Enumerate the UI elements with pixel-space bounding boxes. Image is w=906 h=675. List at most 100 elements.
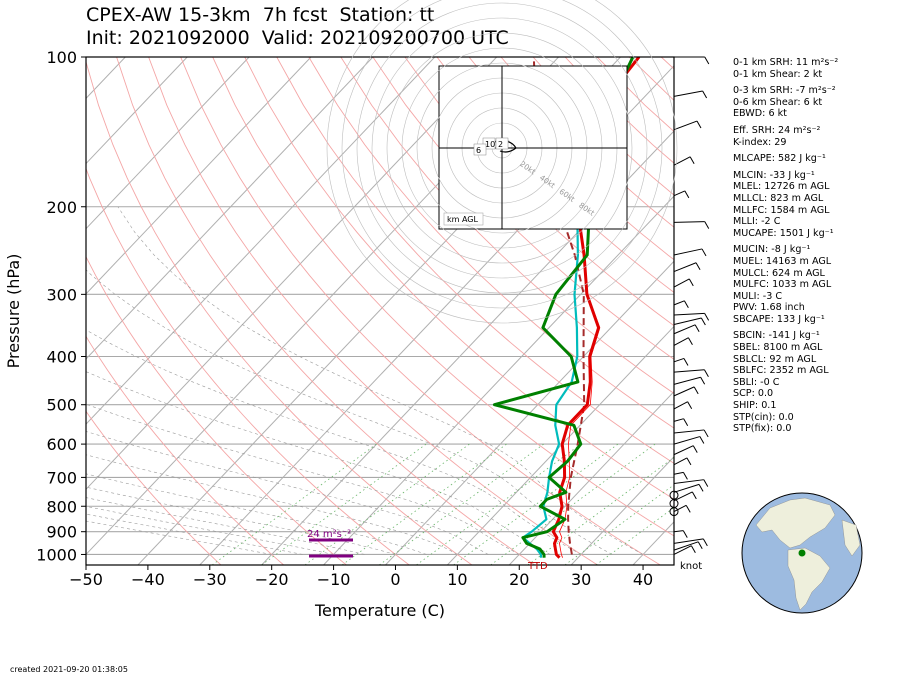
index-line: SBEL: 8100 m AGL [733,342,823,354]
mixing-ratio-line [341,443,507,565]
isotherm-line [261,130,674,565]
index-line: 0-1 km SRH: 11 m²s⁻² [733,57,839,68]
index-line: 0-1 km Shear: 2 kt [733,68,823,80]
index-line: SBLCL: 92 m AGL [733,353,817,365]
index-line: MLCAPE: 582 J kg⁻¹ [733,153,826,165]
y-tick-label: 200 [46,198,77,217]
wind-barb [673,479,704,484]
y-tick-label: 900 [46,523,77,542]
dry-adiabat [308,57,674,429]
hodograph-height-box [473,143,487,156]
index-line: MLLI: -2 C [733,216,781,228]
dry-adiabat [372,57,674,360]
isotherm-line [86,57,250,230]
x-tick-label: −40 [131,570,165,589]
wind-barb-flag [704,313,710,321]
wind-barb-flag [704,56,710,65]
dry-adiabat [180,57,661,565]
wind-barb-flag [692,445,698,453]
wind-barb-flag [703,479,709,487]
isotherm-line [86,57,436,425]
dry-adiabat [116,57,535,565]
barb-unit-label: knot [680,561,702,572]
x-tick-label: 30 [571,570,591,589]
y-axis-label: Pressure (hPa) [4,254,23,369]
wind-barb [673,429,705,434]
index-line: MLCIN: -33 J kg⁻¹ [733,169,815,181]
surface-label: TTD [527,561,548,572]
index-line: SBCAPE: 133 J kg⁻¹ [733,313,825,325]
wind-barb-flag [700,317,706,326]
location-globe [741,492,863,614]
dry-adiabat [86,335,284,565]
wind-barb-flag [694,324,700,333]
wetbulb-profile-line [492,57,635,558]
dry-adiabat [86,410,222,565]
y-tick-label: 700 [46,468,77,487]
wind-barb [673,262,697,273]
wind-barb [673,90,703,97]
wind-barb [673,312,705,316]
wind-barb [673,445,694,456]
index-line: MLEL: 12726 m AGL [733,181,830,193]
y-tick-label: 600 [46,435,77,454]
wind-barb [673,401,688,410]
chart-title-line2: Init: 2021092000 Valid: 202109200700 UTC [86,27,509,49]
moist-adiabat [86,403,520,555]
moist-adiabat [86,454,458,555]
wind-barb [673,504,687,513]
index-line: MUCIN: -8 J kg⁻¹ [733,244,811,256]
temp-profile-line [551,57,641,559]
isotherm-line [508,390,674,565]
wind-barb-flag [686,457,692,466]
wind-barb-flag [702,90,708,99]
index-line: SBCIN: -141 J kg⁻¹ [733,330,820,342]
wind-barb [673,120,698,131]
index-line: EBWD: 6 kt [733,108,787,120]
mixing-ratio-line [379,443,544,565]
wind-barb [673,317,702,326]
wind-barb [673,457,688,466]
hodograph-height-label: 6 [476,146,481,155]
wind-barb-flag [703,369,709,378]
y-tick-label: 1000 [36,545,77,564]
index-line: MULFC: 1033 m AGL [733,279,832,291]
wind-barb-flag [688,337,693,345]
wind-barb-flag [690,545,696,553]
index-line: SHIP: 0.1 [733,400,777,412]
moist-adiabat [117,206,644,555]
wind-barb-flag [696,120,702,129]
x-tick-label: −30 [193,570,227,589]
wind-barb [673,190,686,197]
isotherm-line [0,57,2,565]
index-line: MUCAPE: 1501 J kg⁻¹ [733,227,834,239]
index-line: K-index: 29 [733,136,787,148]
wind-barb [673,357,685,363]
dry-adiabat [148,57,598,565]
created-timestamp: created 2021-09-20 01:38:05 [10,665,128,674]
index-line: MLLCL: 823 m AGL [733,192,824,204]
wind-barb-flag [698,484,704,492]
wind-barb-flag [684,190,690,199]
x-tick-label: 20 [509,570,529,589]
dry-adiabat [276,57,674,464]
wind-barb [673,471,684,475]
x-tick-label: 40 [633,570,653,589]
hodograph-ring [341,0,663,309]
hodograph-height-box [495,137,509,150]
hodograph-height-label: 10 [485,140,495,149]
wind-barb-flag [691,491,697,500]
wind-barb [673,221,705,223]
wind-barb-flag [683,358,689,366]
dry-adiabat [86,60,473,565]
index-line: STP(fix): 0.0 [733,423,792,435]
x-tick-label: −50 [69,570,103,589]
wind-barb-flag [702,538,708,547]
hodograph-ring [326,0,678,324]
wind-barb [673,369,705,373]
y-tick-label: 400 [46,348,77,367]
isotherm-line [385,260,674,565]
wind-barb [673,418,684,422]
